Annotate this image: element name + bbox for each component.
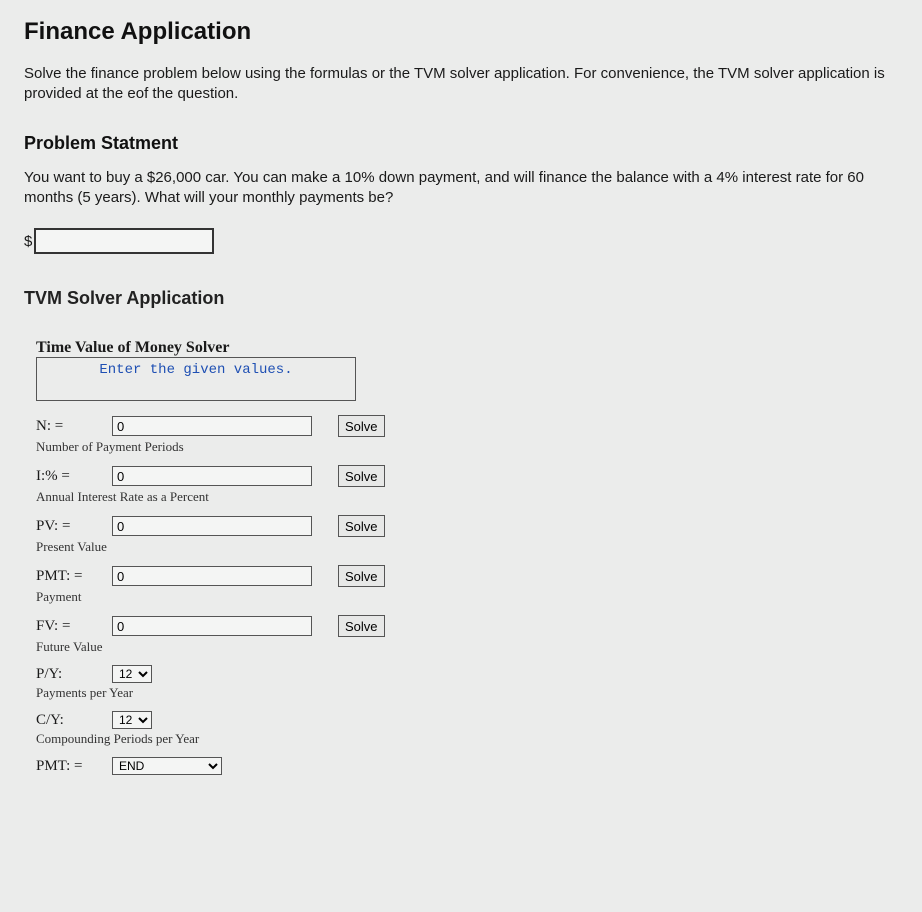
pv-input[interactable] (112, 516, 312, 536)
n-desc: Number of Payment Periods (36, 439, 898, 455)
i-input[interactable] (112, 466, 312, 486)
tvm-row-pv: PV: = Solve Present Value (36, 515, 898, 555)
tvm-row-pmtmode: PMT: = END (36, 757, 898, 775)
cy-desc: Compounding Periods per Year (36, 731, 898, 747)
pmtmode-label: PMT: = (36, 758, 106, 775)
pv-label: PV: = (36, 518, 106, 535)
currency-symbol: $ (24, 233, 32, 250)
page-title: Finance Application (24, 18, 898, 46)
py-desc: Payments per Year (36, 685, 898, 701)
solver-message-box: Enter the given values. (36, 357, 356, 401)
tvm-row-pmt: PMT: = Solve Payment (36, 565, 898, 605)
i-solve-button[interactable]: Solve (338, 465, 385, 487)
solver-message: Enter the given values. (99, 362, 292, 378)
py-select[interactable]: 12 (112, 665, 152, 683)
fv-desc: Future Value (36, 639, 898, 655)
n-label: N: = (36, 418, 106, 435)
cy-select[interactable]: 12 (112, 711, 152, 729)
pmt-input[interactable] (112, 566, 312, 586)
tvm-row-py: P/Y: 12 Payments per Year (36, 665, 898, 701)
answer-input[interactable] (34, 228, 214, 254)
n-solve-button[interactable]: Solve (338, 415, 385, 437)
tvm-row-cy: C/Y: 12 Compounding Periods per Year (36, 711, 898, 747)
tvm-solver: Time Value of Money Solver Enter the giv… (24, 339, 898, 775)
pv-solve-button[interactable]: Solve (338, 515, 385, 537)
fv-label: FV: = (36, 618, 106, 635)
fv-input[interactable] (112, 616, 312, 636)
i-label: I:% = (36, 468, 106, 485)
fv-solve-button[interactable]: Solve (338, 615, 385, 637)
pmt-solve-button[interactable]: Solve (338, 565, 385, 587)
answer-row: $ (24, 228, 898, 254)
tvm-row-i: I:% = Solve Annual Interest Rate as a Pe… (36, 465, 898, 505)
intro-text: Solve the finance problem below using th… (24, 64, 898, 105)
i-desc: Annual Interest Rate as a Percent (36, 489, 898, 505)
problem-heading: Problem Statment (24, 133, 898, 154)
problem-text: You want to buy a $26,000 car. You can m… (24, 168, 898, 209)
tvm-heading: TVM Solver Application (24, 288, 898, 309)
pmt-label: PMT: = (36, 568, 106, 585)
cy-label: C/Y: (36, 712, 106, 729)
pmtmode-select[interactable]: END (112, 757, 222, 775)
tvm-row-n: N: = Solve Number of Payment Periods (36, 415, 898, 455)
pv-desc: Present Value (36, 539, 898, 555)
py-label: P/Y: (36, 666, 106, 683)
solver-title: Time Value of Money Solver (36, 339, 898, 357)
tvm-row-fv: FV: = Solve Future Value (36, 615, 898, 655)
pmt-desc: Payment (36, 589, 898, 605)
n-input[interactable] (112, 416, 312, 436)
